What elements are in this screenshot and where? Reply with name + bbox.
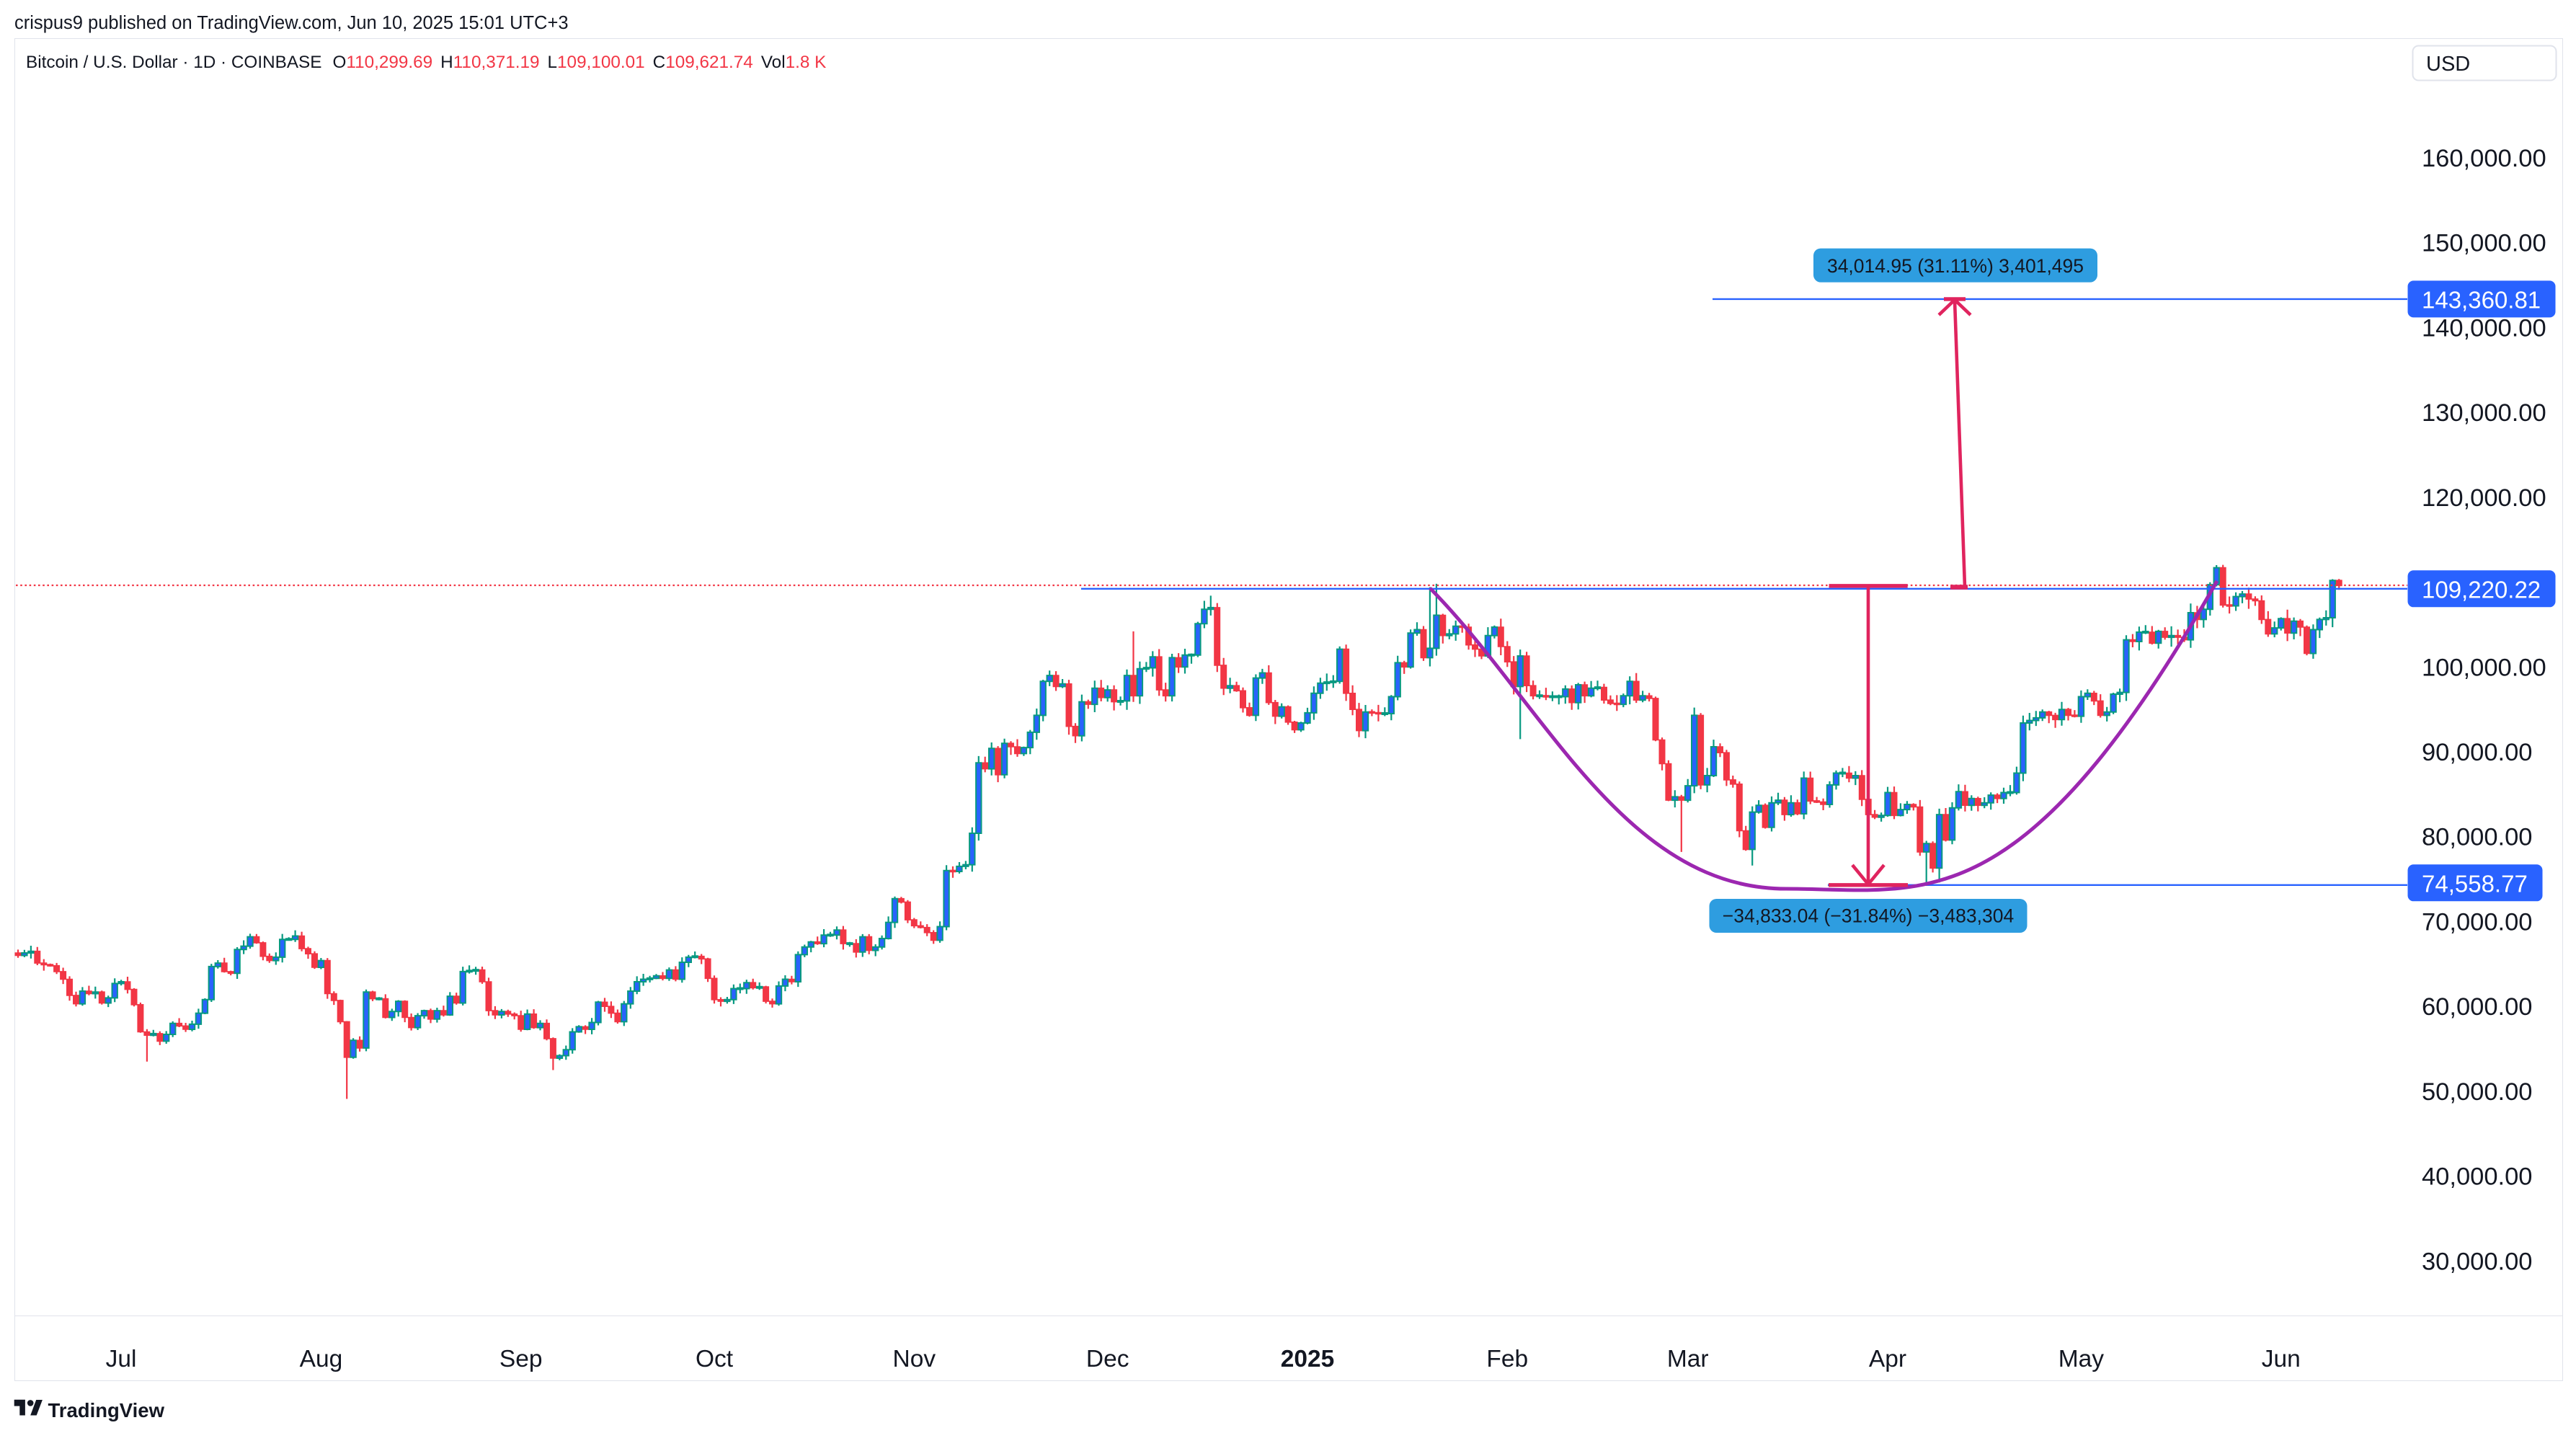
svg-text:Nov: Nov	[893, 1346, 936, 1372]
svg-text:50,000.00: 50,000.00	[2422, 1078, 2532, 1106]
svg-text:60,000.00: 60,000.00	[2422, 993, 2532, 1021]
svg-text:2025: 2025	[1281, 1346, 1335, 1372]
svg-text:109,220.22: 109,220.22	[2422, 576, 2541, 603]
svg-text:120,000.00: 120,000.00	[2422, 484, 2546, 512]
svg-text:−34,833.04 (−31.84%) −3,483,30: −34,833.04 (−31.84%) −3,483,304	[1723, 905, 2014, 927]
svg-text:Jul: Jul	[106, 1346, 137, 1372]
svg-text:USD: USD	[2426, 53, 2470, 76]
svg-text:Dec: Dec	[1086, 1346, 1129, 1372]
svg-text:Sep: Sep	[499, 1346, 543, 1372]
svg-text:34,014.95 (31.11%) 3,401,495: 34,014.95 (31.11%) 3,401,495	[1827, 255, 2084, 277]
svg-text:Jun: Jun	[2262, 1346, 2301, 1372]
svg-text:40,000.00: 40,000.00	[2422, 1163, 2532, 1191]
svg-text:143,360.81: 143,360.81	[2422, 286, 2541, 313]
svg-text:30,000.00: 30,000.00	[2422, 1248, 2532, 1275]
svg-text:90,000.00: 90,000.00	[2422, 739, 2532, 766]
svg-text:150,000.00: 150,000.00	[2422, 230, 2546, 257]
svg-text:Apr: Apr	[1869, 1346, 1906, 1372]
svg-text:Mar: Mar	[1667, 1346, 1709, 1372]
svg-text:130,000.00: 130,000.00	[2422, 399, 2546, 427]
svg-text:80,000.00: 80,000.00	[2422, 824, 2532, 851]
svg-text:140,000.00: 140,000.00	[2422, 314, 2546, 342]
svg-text:Aug: Aug	[300, 1346, 343, 1372]
svg-text:100,000.00: 100,000.00	[2422, 654, 2546, 681]
svg-text:Oct: Oct	[696, 1346, 734, 1372]
svg-text:May: May	[2058, 1346, 2105, 1372]
svg-text:70,000.00: 70,000.00	[2422, 909, 2532, 936]
svg-text:Bitcoin / U.S. Dollar · 1D · C: Bitcoin / U.S. Dollar · 1D · COINBASE O11…	[26, 53, 826, 72]
svg-text:Feb: Feb	[1486, 1346, 1528, 1372]
svg-text:74,558.77: 74,558.77	[2422, 870, 2528, 897]
svg-text:TradingView: TradingView	[48, 1399, 165, 1421]
svg-text:crispus9 published on TradingV: crispus9 published on TradingView.com, J…	[14, 13, 569, 33]
svg-text:160,000.00: 160,000.00	[2422, 145, 2546, 172]
